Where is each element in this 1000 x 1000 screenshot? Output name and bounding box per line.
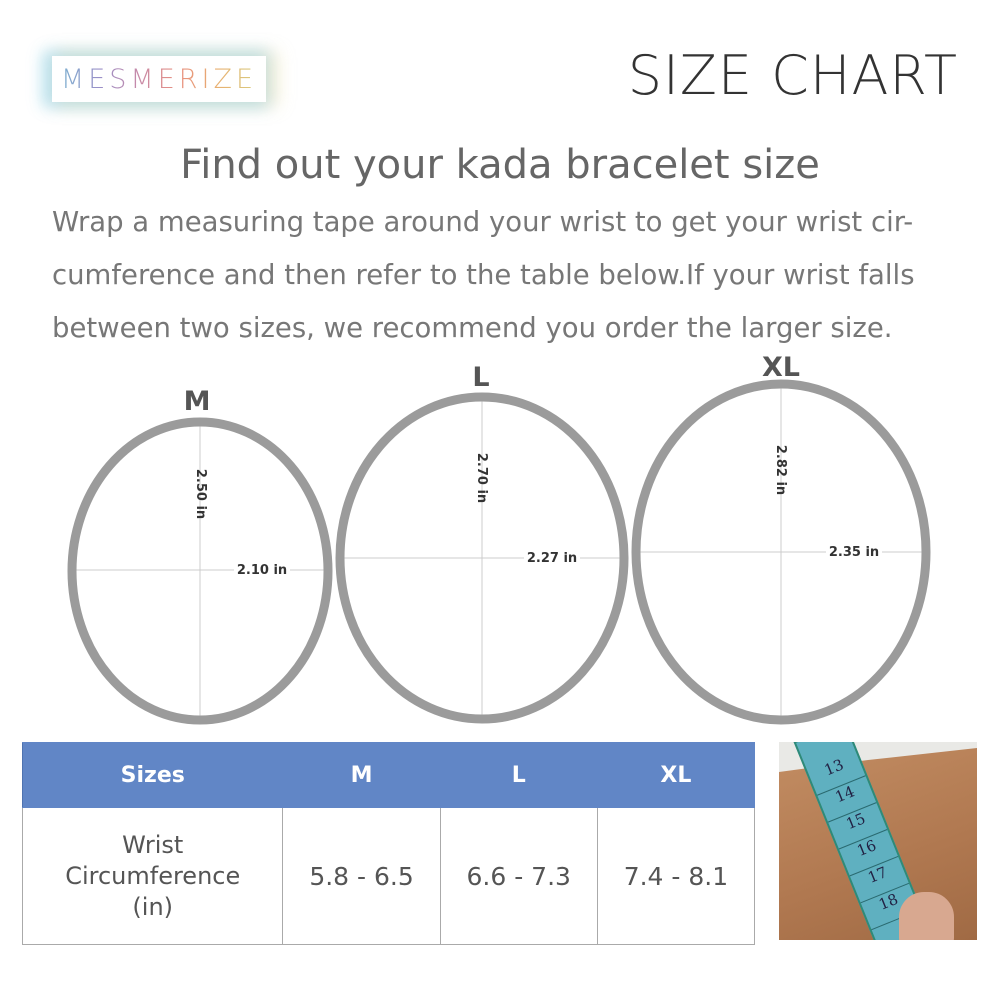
ring-m [67,417,333,725]
wrist-measuring-photo: 13 14 15 16 17 18 [779,742,977,940]
bracelet-l: L 2.70 in 2.27 in [335,362,629,724]
header-xl: XL [596,742,756,808]
header-l: L [439,742,598,808]
size-table: Sizes M L XL Wrist Circumference (in) 5.… [21,742,756,945]
value-l: 6.6 - 7.3 [439,807,598,945]
bracelet-xl: XL 2.82 in 2.35 in [631,352,931,725]
width-label: 2.35 in [829,545,879,560]
page-title: SIZE CHART [627,44,958,107]
instructions: Wrap a measuring tape around your wrist … [52,206,915,344]
thumb [899,892,954,940]
table-row: Wrist Circumference (in) 5.8 - 6.5 6.6 -… [21,807,756,945]
height-label: 2.50 in [193,469,208,519]
value-m: 5.8 - 6.5 [282,807,441,945]
bracelet-m: M 2.50 in 2.10 in [67,386,333,725]
brand-logo: MESMERIZE [52,56,266,102]
row-label-line: Circumference [65,861,241,890]
header-sizes: Sizes [21,742,284,808]
row-label: Wrist Circumference (in) [21,807,284,945]
height-label: 2.70 in [474,453,489,503]
width-label: 2.27 in [527,551,577,566]
ring-l [335,392,629,724]
row-label-line: Wrist [122,830,184,859]
size-label: L [472,362,489,393]
size-label: M [184,386,211,417]
bracelet-diagrams: M 2.50 in 2.10 in L 2.70 in 2.27 in XL 2… [67,352,931,725]
height-label: 2.82 in [773,445,788,495]
value-xl: 7.4 - 8.1 [596,807,756,945]
row-label-line: (in) [132,892,174,921]
table-header-row: Sizes M L XL [21,742,756,808]
heading: Find out your kada bracelet size [180,142,820,188]
logo-text: MESMERIZE [60,63,258,95]
size-label: XL [762,352,800,383]
header-m: M [282,742,441,808]
width-label: 2.10 in [237,563,287,578]
ring-xl [631,379,931,725]
